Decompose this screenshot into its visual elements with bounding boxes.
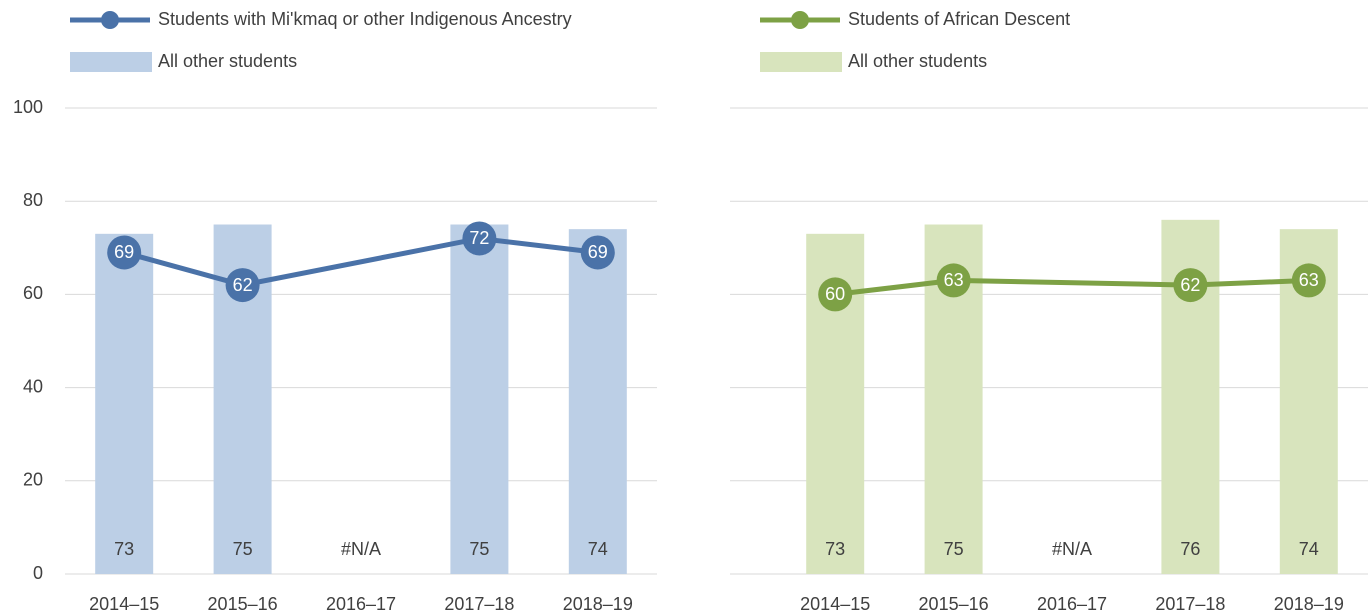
- x-tick-label: 2016–17: [1037, 594, 1107, 614]
- line-marker: [580, 235, 615, 270]
- bar-value-label: 74: [588, 539, 608, 559]
- bar: [450, 224, 509, 574]
- x-tick-label: 2014–15: [89, 594, 159, 614]
- legend-label: Students of African Descent: [848, 9, 1070, 29]
- line-marker: [1173, 268, 1208, 303]
- bar: [568, 229, 627, 574]
- x-tick-label: 2015–16: [208, 594, 278, 614]
- bar-value-label: #N/A: [1052, 539, 1092, 559]
- line: [123, 235, 599, 288]
- y-tick-label: 60: [23, 283, 43, 303]
- bar-value-label: 75: [469, 539, 489, 559]
- line-value-label: 69: [114, 242, 134, 262]
- y-tick-label: 20: [23, 470, 43, 490]
- line-marker: [1291, 263, 1326, 298]
- y-tick-label: 80: [23, 190, 43, 210]
- line-value-label: 63: [944, 270, 964, 290]
- bar-value-label: 75: [233, 539, 253, 559]
- x-tick-label: 2017–18: [1155, 594, 1225, 614]
- x-tick-label: 2017–18: [444, 594, 514, 614]
- bar-value-label: #N/A: [341, 539, 381, 559]
- line-value-label: 69: [588, 242, 608, 262]
- y-tick-label: 0: [33, 563, 43, 583]
- bar-value-label: 73: [114, 539, 134, 559]
- legend-marker: [101, 11, 119, 29]
- y-tick-label: 100: [13, 97, 43, 117]
- bar-value-label: 73: [825, 539, 845, 559]
- x-tick-label: 2018–19: [1274, 594, 1344, 614]
- x-tick-label: 2018–19: [563, 594, 633, 614]
- line-marker: [818, 277, 853, 312]
- line: [834, 277, 1309, 297]
- x-tick-label: 2014–15: [800, 594, 870, 614]
- line-value-label: 63: [1299, 270, 1319, 290]
- line-value-label: 60: [825, 284, 845, 304]
- line-marker: [107, 235, 142, 270]
- line-value-label: 72: [469, 228, 489, 248]
- bar: [95, 233, 154, 574]
- bar-value-label: 74: [1299, 539, 1319, 559]
- y-tick-label: 40: [23, 376, 43, 396]
- legend-label: Students with Mi'kmaq or other Indigenou…: [158, 9, 572, 29]
- line-marker: [936, 263, 971, 298]
- legend-label: All other students: [158, 51, 297, 71]
- x-tick-label: 2015–16: [919, 594, 989, 614]
- x-tick-label: 2016–17: [326, 594, 396, 614]
- line-marker: [462, 221, 497, 256]
- line-value-label: 62: [233, 275, 253, 295]
- legend-swatch: [70, 52, 152, 72]
- line-marker: [225, 268, 260, 303]
- line-value-label: 62: [1180, 275, 1200, 295]
- legend-swatch: [760, 52, 842, 72]
- bar-value-label: 75: [944, 539, 964, 559]
- legend-marker: [791, 11, 809, 29]
- bar-value-label: 76: [1180, 539, 1200, 559]
- legend-label: All other students: [848, 51, 987, 71]
